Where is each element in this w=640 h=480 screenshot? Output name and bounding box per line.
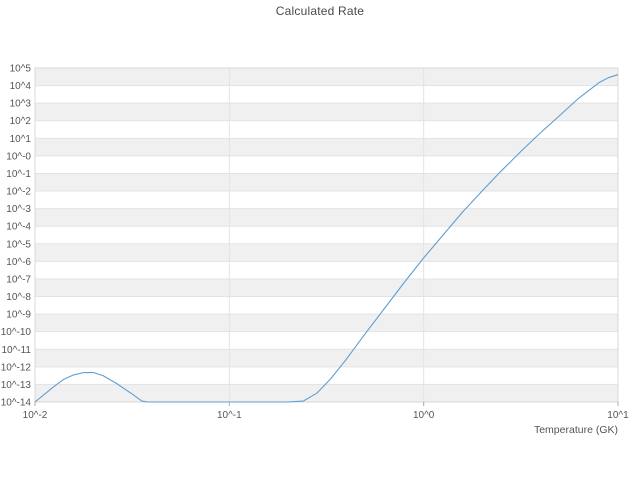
y-tick-label: 10^4 bbox=[10, 81, 32, 92]
y-tick-label: 10^1 bbox=[10, 134, 32, 145]
y-tick-label: 10^-14 bbox=[1, 398, 32, 409]
plot-band bbox=[35, 331, 618, 350]
plot-band bbox=[35, 261, 618, 279]
plot-band bbox=[35, 138, 618, 156]
y-tick-label: 10^-13 bbox=[1, 380, 32, 391]
plot-band bbox=[35, 103, 618, 121]
y-tick-label: 10^-1 bbox=[6, 169, 31, 180]
y-tick-label: 10^-2 bbox=[6, 187, 31, 198]
plot-band bbox=[35, 278, 618, 297]
x-tick-label: 10^1 bbox=[607, 410, 629, 421]
x-tick-label: 10^-2 bbox=[23, 410, 48, 421]
y-tick-label: 10^2 bbox=[10, 116, 32, 127]
y-tick-label: 10^-0 bbox=[6, 151, 31, 162]
plot-band bbox=[35, 349, 618, 367]
y-tick-label: 10^5 bbox=[10, 64, 32, 75]
y-tick-label: 10^-12 bbox=[1, 362, 32, 373]
x-tick-label: 10^0 bbox=[413, 410, 435, 421]
plot-band bbox=[35, 296, 618, 315]
y-tick-label: 10^-3 bbox=[6, 204, 31, 215]
plot-band bbox=[35, 366, 618, 385]
plot-band bbox=[35, 120, 618, 139]
y-tick-label: 10^-9 bbox=[6, 310, 31, 321]
y-tick-label: 10^-10 bbox=[1, 327, 32, 338]
rate-line bbox=[34, 74, 619, 403]
plot-border bbox=[34, 67, 619, 403]
x-axis-label: Temperature (GK) bbox=[533, 424, 618, 436]
plot-band bbox=[35, 208, 618, 227]
y-tick-label: 10^-5 bbox=[6, 239, 31, 250]
y-tick-label: 10^-7 bbox=[6, 274, 31, 285]
plot-band bbox=[35, 155, 618, 174]
plot-band bbox=[35, 314, 618, 332]
plot-band bbox=[35, 226, 618, 244]
y-tick-label: 10^-11 bbox=[1, 345, 31, 356]
chart-title: Calculated Rate bbox=[275, 4, 365, 18]
y-tick-label: 10^-8 bbox=[6, 292, 31, 303]
plot-band bbox=[35, 173, 618, 192]
x-tick-label: 10^-1 bbox=[217, 410, 242, 421]
plot-band bbox=[35, 384, 618, 402]
y-tick-label: 10^3 bbox=[10, 99, 32, 110]
plot-band bbox=[35, 243, 618, 262]
plot-band bbox=[35, 68, 618, 86]
plot-band bbox=[35, 191, 618, 209]
plot-band bbox=[35, 85, 618, 104]
y-tick-label: 10^-4 bbox=[6, 222, 31, 233]
y-tick-label: 10^-6 bbox=[6, 257, 31, 268]
